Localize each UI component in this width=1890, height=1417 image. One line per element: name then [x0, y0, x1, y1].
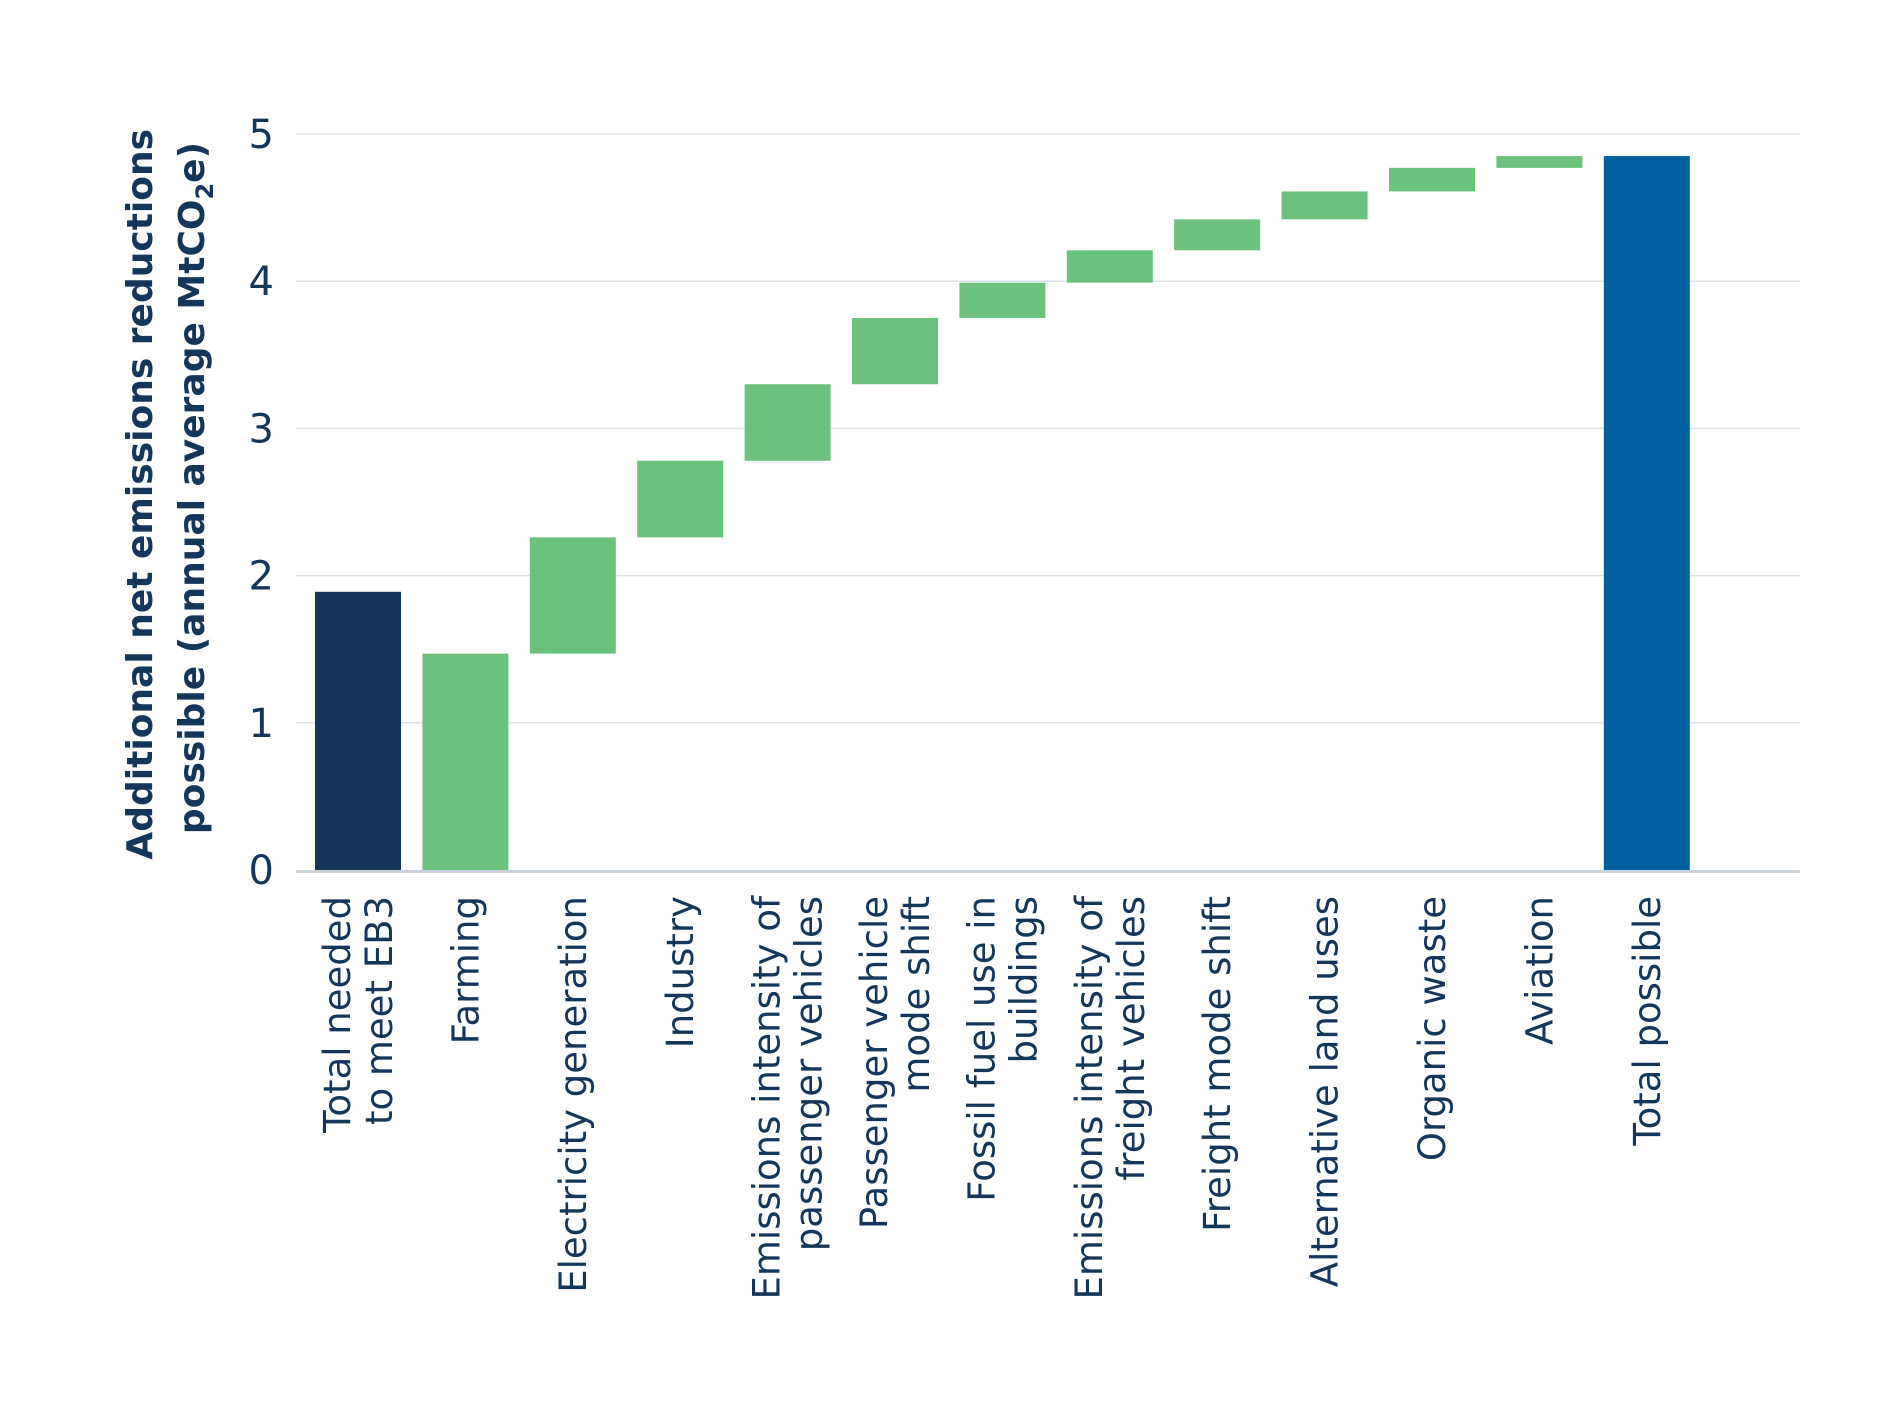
y-tick-label: 3: [249, 406, 274, 452]
y-tick-label: 5: [249, 112, 274, 158]
x-tick-label: Passenger vehicle: [853, 896, 896, 1229]
x-tick-label: freight vehicles: [1110, 896, 1153, 1181]
y-tick-label: 1: [249, 701, 274, 747]
y-tick-label: 4: [249, 259, 274, 305]
bar-11: [1496, 156, 1583, 168]
x-tick-label: buildings: [1002, 896, 1045, 1063]
x-category-label: Aviation: [1518, 896, 1561, 1045]
x-category-label: Total needed to meet EB3: [316, 896, 401, 1134]
gridlines: [296, 133, 1800, 724]
y-axis-title: Additional net emissions reductions poss…: [120, 116, 219, 859]
x-tick-label: Freight mode shift: [1196, 896, 1239, 1232]
x-category-label: Fossil fuel use in buildings: [960, 896, 1045, 1202]
x-tick-label: Industry: [659, 896, 702, 1048]
bar-6: [959, 282, 1046, 318]
bar-3: [637, 460, 724, 538]
y-tick-label: 2: [249, 554, 274, 600]
x-category-label: Freight mode shift: [1196, 896, 1239, 1232]
y-axis-title-suffix: e): [172, 142, 213, 183]
x-tick-label: Emissions intensity of: [746, 895, 789, 1299]
x-tick-label: Aviation: [1518, 896, 1561, 1045]
bar-5: [852, 318, 938, 385]
x-tick-label: Alternative land uses: [1304, 896, 1347, 1287]
x-category-label: Emissions intensity of passenger vehicles: [746, 895, 831, 1299]
x-category-label: Total possible: [1626, 896, 1669, 1147]
bar-2: [529, 537, 616, 654]
x-tick-label: Fossil fuel use in: [960, 896, 1003, 1202]
x-tick-label: Organic waste: [1411, 896, 1454, 1161]
x-category-label: Passenger vehicle mode shift: [853, 896, 938, 1229]
bars: [315, 156, 1690, 870]
x-tick-label: passenger vehicles: [788, 896, 831, 1251]
x-category-label: Farming: [444, 896, 487, 1044]
x-category-label: Electricity generation: [552, 896, 595, 1293]
x-category-label: Industry: [659, 896, 702, 1048]
x-category-label: Emissions intensity of freight vehicles: [1068, 895, 1153, 1299]
bar-9: [1281, 191, 1368, 220]
x-tick-label: mode shift: [895, 896, 938, 1093]
bar-4: [744, 384, 831, 461]
bar-7: [1066, 250, 1153, 283]
x-category-label: Organic waste: [1411, 896, 1454, 1161]
bar-8: [1174, 219, 1261, 251]
x-tick-label: Total needed: [316, 896, 359, 1134]
x-tick-label: Electricity generation: [552, 896, 595, 1293]
bar-0: [315, 591, 401, 870]
x-tick-label: to meet EB3: [358, 896, 401, 1125]
x-tick-label: Farming: [444, 896, 487, 1044]
y-tick-label: 0: [249, 848, 274, 894]
bar-12: [1603, 156, 1690, 870]
bar-10: [1389, 167, 1475, 192]
bar-1: [422, 653, 509, 870]
x-tick-label: Emissions intensity of: [1068, 895, 1111, 1299]
x-category-label: Alternative land uses: [1304, 896, 1347, 1287]
labels: 0 1 2 3 4 5 Total needed to meet EB3 Farming Elec…: [249, 112, 1669, 1300]
x-tick-label: Total possible: [1626, 896, 1669, 1147]
y-axis-title-subscript: 2: [191, 183, 219, 200]
y-axis-title-line1: Additional net emissions reductions: [120, 129, 161, 860]
y-axis-title-line2: possible (annual average MtCO: [172, 200, 213, 835]
